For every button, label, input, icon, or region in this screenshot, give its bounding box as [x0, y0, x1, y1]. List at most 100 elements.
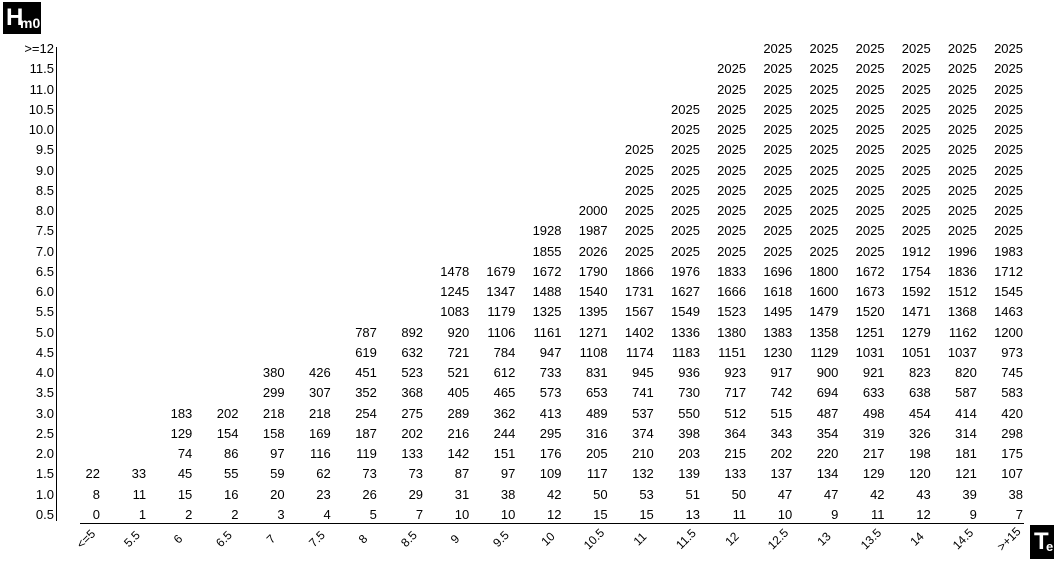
data-cell: 1912	[901, 243, 931, 259]
y-tick-label: 7.5	[35, 223, 54, 239]
data-cell: 7	[415, 506, 424, 522]
data-cell: 921	[862, 365, 885, 380]
x-tick-label: 12	[722, 529, 742, 549]
data-cell: 2025	[994, 142, 1023, 158]
data-cell: 2025	[994, 81, 1023, 97]
data-cell: 13	[685, 506, 700, 522]
data-cell: 2025	[855, 203, 885, 218]
data-cell: 2025	[763, 243, 793, 259]
data-cell: 2025	[763, 223, 793, 239]
data-cell: 2025	[901, 142, 931, 158]
data-cell: 1383	[763, 324, 793, 340]
data-cell: 2026	[578, 243, 608, 259]
data-cell: 1618	[763, 284, 793, 299]
data-cell: 11	[732, 506, 747, 522]
y-tick-label: 9.0	[35, 162, 54, 178]
data-cell: 2025	[763, 41, 793, 56]
data-cell: 2025	[901, 223, 931, 239]
x-tick-label: 13.5	[857, 525, 884, 553]
y-tick-label: 10.5	[28, 101, 54, 117]
data-cell: 2025	[717, 61, 747, 77]
data-cell: 787	[355, 324, 377, 340]
data-cell: 2025	[763, 101, 793, 117]
y-tick-label: 2.5	[35, 425, 54, 441]
data-cell: 364	[724, 425, 747, 441]
data-cell: 1471	[901, 304, 931, 320]
data-cell: 2025	[901, 182, 931, 198]
data-cell: 2025	[717, 203, 747, 218]
data-cell: 2025	[855, 223, 885, 239]
data-cell: 2025	[947, 203, 977, 218]
data-cell: 1790	[578, 263, 608, 279]
data-cell: 1976	[671, 263, 700, 279]
data-cell: 1031	[855, 344, 885, 360]
data-cell: 3	[277, 506, 285, 522]
data-cell: 1	[138, 506, 147, 522]
data-cell: 42	[870, 486, 885, 502]
data-cell: 368	[401, 385, 424, 401]
data-cell: 10	[500, 506, 516, 522]
data-cell: 117	[586, 466, 608, 482]
y-tick-label: 3.5	[35, 385, 54, 401]
x-tick-label: 7.5	[305, 528, 328, 550]
data-cell: 2025	[717, 142, 747, 158]
data-cell: 1495	[763, 304, 793, 320]
data-cell: 59	[270, 466, 285, 482]
data-cell: 362	[493, 405, 516, 421]
data-cell: 1380	[717, 324, 747, 340]
data-cell: 12	[916, 506, 931, 522]
x-tick-label: 7	[263, 531, 278, 547]
data-cell: 7	[1015, 506, 1023, 522]
data-cell: 9	[969, 506, 977, 522]
data-cell: 1230	[763, 344, 793, 360]
data-cell: 73	[408, 466, 424, 482]
data-cell: 521	[447, 365, 470, 380]
data-cell: 405	[447, 385, 470, 401]
data-cell: 181	[955, 446, 977, 461]
data-cell: 550	[678, 405, 700, 421]
y-tick-label: 6.0	[35, 284, 54, 299]
data-cell: 2025	[809, 243, 839, 259]
data-cell: 2025	[717, 162, 747, 178]
data-cell: 2025	[947, 162, 977, 178]
data-cell: 1673	[855, 284, 885, 299]
data-cell: 295	[539, 425, 562, 441]
data-cell: 920	[447, 324, 470, 340]
x-tick-label: <=5	[73, 526, 99, 552]
data-cell: 820	[955, 365, 977, 380]
data-cell: 2025	[624, 203, 654, 218]
data-cell: 2025	[901, 61, 931, 77]
y-tick-label: 3.0	[35, 405, 54, 421]
data-cell: 43	[916, 486, 931, 502]
data-cell: 523	[401, 365, 424, 380]
data-cell: 15	[639, 506, 654, 522]
data-cell: 947	[539, 344, 562, 360]
data-cell: 1347	[486, 284, 516, 299]
data-cell: 307	[309, 385, 331, 401]
data-cell: 2025	[855, 81, 885, 97]
data-cell: 202	[216, 405, 239, 421]
data-cell: 202	[401, 425, 424, 441]
y-tick-label: 1.5	[35, 466, 54, 482]
data-cell: 244	[493, 425, 516, 441]
data-cell: 1866	[624, 263, 654, 279]
data-cell: 210	[632, 446, 654, 461]
x-tick-label: 11.5	[673, 526, 699, 552]
data-cell: 176	[539, 446, 562, 461]
data-cell: 133	[724, 466, 747, 482]
data-cell: 15	[177, 486, 193, 502]
x-tick-label: 10.5	[580, 525, 607, 553]
y-tick-label: 7.0	[35, 243, 54, 259]
data-cell: 2025	[947, 41, 977, 56]
data-cell: 1037	[947, 344, 977, 360]
data-cell: 1271	[578, 324, 608, 340]
data-cell: 831	[585, 365, 608, 380]
data-cell: 398	[678, 425, 700, 441]
data-cell: 426	[309, 365, 331, 380]
data-cell: 107	[1001, 466, 1023, 482]
data-cell: 638	[908, 385, 931, 401]
x-tick-label: 6.5	[213, 528, 236, 550]
data-cell: 2025	[809, 101, 839, 117]
data-cell: 1600	[809, 284, 839, 299]
y-axis-title: H m0	[3, 2, 41, 34]
